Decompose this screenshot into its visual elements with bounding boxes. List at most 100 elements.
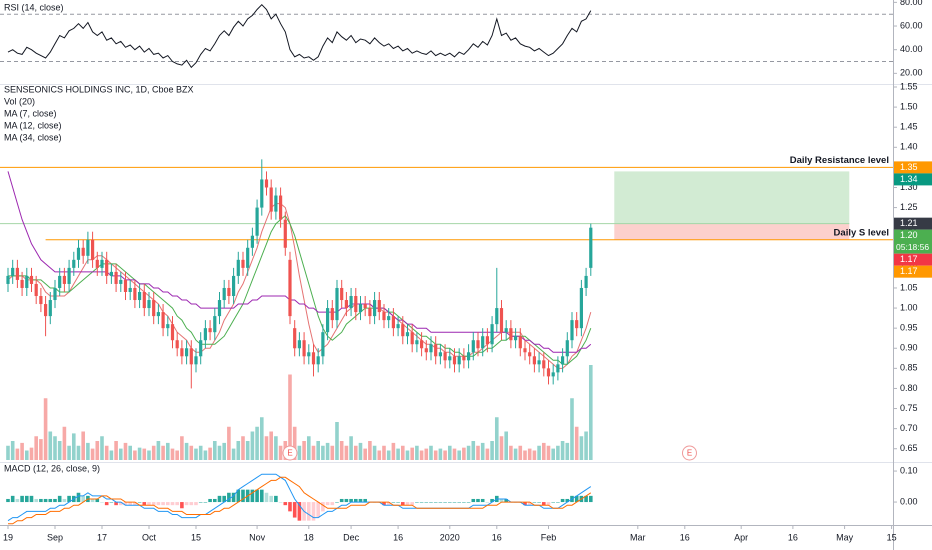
volume-bar bbox=[39, 439, 43, 460]
candle-body bbox=[387, 316, 391, 321]
position-loss bbox=[614, 223, 850, 240]
candle-body bbox=[170, 324, 175, 341]
volume-bar bbox=[377, 450, 382, 460]
volume-bar bbox=[537, 445, 541, 460]
volume-bar bbox=[560, 441, 565, 460]
candle-body bbox=[546, 368, 551, 377]
volume-bar bbox=[438, 448, 443, 460]
macd-histogram bbox=[330, 502, 335, 506]
y-tick-label: 1.45 bbox=[900, 122, 918, 132]
macd-histogram bbox=[400, 502, 405, 506]
volume-bar bbox=[405, 450, 410, 460]
macd-histogram bbox=[325, 502, 330, 506]
volume-bar bbox=[100, 436, 104, 460]
volume-bar bbox=[476, 445, 480, 460]
macd-histogram bbox=[62, 498, 67, 503]
price-line-text: Daily Resistance level bbox=[790, 155, 889, 166]
macd-histogram bbox=[57, 495, 62, 503]
macd-histogram bbox=[429, 502, 433, 503]
macd-histogram bbox=[184, 502, 189, 506]
candle-body bbox=[58, 275, 62, 288]
candle-body bbox=[584, 275, 588, 288]
volume-bar bbox=[165, 442, 170, 460]
candle-body bbox=[485, 336, 489, 345]
candle-body bbox=[311, 352, 316, 365]
volume-bar bbox=[321, 445, 325, 460]
candle-body bbox=[391, 316, 395, 329]
macd-legend: MACD (12, 26, close, 9) bbox=[4, 463, 100, 473]
volume-bar bbox=[396, 448, 400, 460]
volume-bar bbox=[447, 445, 452, 460]
candle-body bbox=[457, 356, 461, 365]
volume-bar bbox=[151, 445, 156, 460]
y-tick-label: 1.25 bbox=[900, 202, 918, 212]
candle-body bbox=[462, 356, 466, 361]
volume-bar bbox=[269, 431, 273, 460]
volume-bar bbox=[490, 441, 494, 460]
volume-bar bbox=[57, 441, 62, 460]
event-marker bbox=[681, 445, 697, 461]
candle-body bbox=[236, 259, 240, 276]
volume-bar bbox=[170, 448, 175, 460]
macd-histogram bbox=[133, 502, 137, 506]
volume-bar bbox=[114, 441, 118, 460]
macd-histogram bbox=[15, 498, 20, 503]
macd-histogram bbox=[527, 502, 532, 506]
macd-histogram bbox=[504, 498, 508, 503]
macd-histogram bbox=[410, 502, 414, 506]
candle-body bbox=[382, 312, 386, 321]
macd-histogram bbox=[137, 502, 142, 503]
volume-bar bbox=[264, 436, 269, 460]
price-tag-label: 1.17 bbox=[900, 266, 918, 276]
candle-body bbox=[481, 336, 485, 349]
volume-bar bbox=[67, 445, 71, 460]
candle-body bbox=[321, 332, 325, 357]
volume-bar bbox=[133, 450, 137, 460]
macd-histogram bbox=[457, 502, 461, 503]
x-tick-label: 16 bbox=[788, 532, 798, 542]
macd-histogram bbox=[419, 502, 424, 503]
y-tick-label: 0.10 bbox=[900, 465, 918, 475]
candle-body bbox=[208, 328, 212, 333]
candle-body bbox=[203, 328, 207, 341]
macd-histogram bbox=[546, 502, 551, 506]
macd-histogram bbox=[584, 495, 588, 503]
y-tick-label: 80.00 bbox=[900, 0, 923, 7]
candle-body bbox=[307, 352, 311, 357]
candle-body bbox=[551, 372, 555, 377]
volume-bar bbox=[513, 448, 518, 460]
volume-bar bbox=[288, 374, 292, 460]
volume-bar bbox=[504, 431, 508, 460]
macd-histogram bbox=[24, 495, 29, 503]
macd-histogram bbox=[560, 498, 565, 503]
volume-bar bbox=[20, 442, 24, 460]
macd-histogram bbox=[161, 502, 165, 506]
candle-body bbox=[335, 287, 339, 321]
y-tick-label: 40.00 bbox=[900, 44, 923, 54]
volume-bar bbox=[410, 447, 414, 460]
volume-bar bbox=[541, 442, 546, 460]
candle-body bbox=[325, 308, 330, 333]
candle-body bbox=[15, 267, 19, 280]
price-line-text: Daily S level bbox=[834, 227, 889, 238]
candle-body bbox=[532, 356, 536, 365]
macd-histogram bbox=[189, 502, 194, 506]
x-tick-label: 17 bbox=[97, 532, 107, 542]
price-tag-label: 1.21 bbox=[900, 218, 918, 228]
candle-body bbox=[490, 324, 494, 345]
volume-bar bbox=[43, 398, 48, 460]
macd-histogram bbox=[339, 498, 344, 503]
macd-histogram bbox=[283, 502, 288, 506]
volume-bar bbox=[222, 442, 226, 460]
volume-bar bbox=[123, 442, 128, 460]
candle-body bbox=[137, 291, 142, 301]
x-tick-label: Oct bbox=[142, 532, 157, 542]
volume-bar bbox=[499, 436, 504, 460]
y-tick-label: 1.40 bbox=[900, 142, 918, 152]
macd-histogram bbox=[480, 498, 485, 503]
volume-bar bbox=[494, 417, 499, 460]
volume-bar bbox=[90, 448, 95, 460]
candle-body bbox=[100, 259, 104, 268]
candle-body bbox=[189, 348, 193, 365]
volume-bar bbox=[180, 436, 184, 460]
